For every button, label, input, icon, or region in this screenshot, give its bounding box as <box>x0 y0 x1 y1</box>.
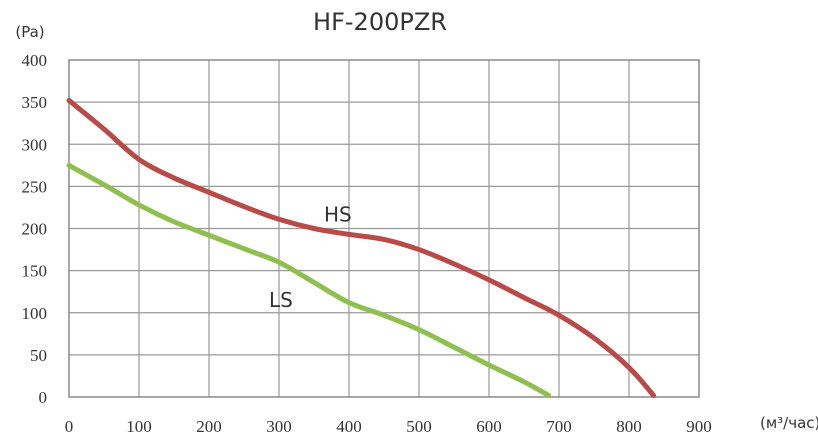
x-tick-label: 100 <box>126 417 152 436</box>
series-line-ls <box>66 162 551 398</box>
x-tick-label: 0 <box>65 417 74 436</box>
y-tick-label: 0 <box>39 388 48 407</box>
y-tick-label: 200 <box>22 220 48 239</box>
series-labels: HS LS <box>269 202 352 312</box>
x-tick-label: 800 <box>616 417 642 436</box>
y-tick-label: 150 <box>22 262 48 281</box>
y-tick-label: 400 <box>22 51 48 70</box>
series-lines <box>66 97 656 398</box>
series-label-ls: LS <box>269 288 293 312</box>
plot-frame <box>68 59 700 398</box>
x-tick-label: 700 <box>546 417 572 436</box>
x-tick-label: 300 <box>266 417 292 436</box>
x-tick-label: 900 <box>686 417 712 436</box>
series-label-hs: HS <box>324 202 352 226</box>
chart-title: HF-200PZR <box>313 8 447 36</box>
y-tick-label: 350 <box>22 93 48 112</box>
y-tick-label: 300 <box>22 135 48 154</box>
x-tick-label: 500 <box>406 417 432 436</box>
x-axis-label: (м³/час) <box>760 414 818 432</box>
x-tick-label: 200 <box>196 417 222 436</box>
x-tick-label: 400 <box>336 417 362 436</box>
y-tick-label: 250 <box>22 177 48 196</box>
y-tick-label: 100 <box>22 304 48 323</box>
tick-labels: 0 100 200 300 400 500 600 700 800 900 0 50 100 150 200… <box>22 51 712 436</box>
y-tick-label: 50 <box>30 346 47 365</box>
grid <box>68 59 700 398</box>
series-line-hs <box>66 97 656 398</box>
y-axis-label: (Pa) <box>15 23 44 41</box>
x-tick-label: 600 <box>476 417 502 436</box>
